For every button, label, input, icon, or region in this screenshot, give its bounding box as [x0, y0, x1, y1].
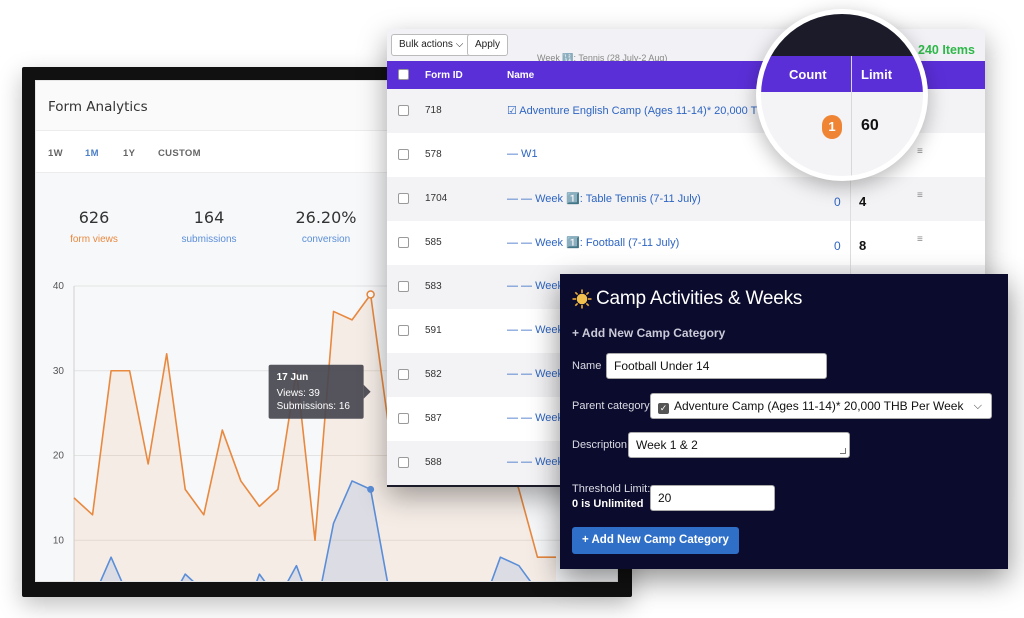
limit-value: 60: [861, 117, 879, 134]
threshold-label: Threshold Limit:: [572, 483, 651, 495]
category-name-link[interactable]: — — Week 1️⃣: Table Tennis (7-11 July): [507, 193, 701, 205]
parent-category-label: Parent category: [572, 400, 650, 412]
name-label: Name: [572, 360, 602, 372]
bulk-actions-select[interactable]: Bulk actions ⌵: [391, 34, 472, 56]
select-all-checkbox[interactable]: [398, 69, 409, 80]
tooltip-views: Views: 39: [277, 388, 321, 399]
hover-point-views: [366, 290, 375, 299]
row-checkbox[interactable]: [398, 193, 409, 204]
description-value: Week 1 & 2: [636, 438, 698, 452]
analytics-title: Form Analytics: [48, 99, 148, 115]
stat-conversion-label: conversion: [301, 234, 351, 245]
form-id-cell: 588: [425, 457, 442, 468]
camp-activities-panel: Camp Activities & Weeks + Add New Camp C…: [560, 274, 1008, 569]
category-name-link[interactable]: — — Week: [507, 324, 564, 336]
sun-icon: [572, 289, 592, 309]
threshold-hint: 0 is Unlimited: [572, 498, 644, 510]
count-badge: 1: [822, 115, 842, 139]
parent-category-select[interactable]: ✓ Adventure Camp (Ages 11-14)* 20,000 THB…: [650, 393, 992, 419]
magnifier-toolbar-area: [761, 14, 923, 56]
row-checkbox[interactable]: [398, 457, 409, 468]
y-tick-label: 10: [53, 535, 65, 546]
range-custom[interactable]: CUSTOM: [158, 148, 201, 159]
resize-handle[interactable]: [840, 448, 846, 454]
col-name[interactable]: Name: [507, 70, 535, 81]
threshold-input[interactable]: 20: [650, 485, 775, 511]
drag-handle-icon[interactable]: ≡: [917, 190, 923, 201]
hover-point-submissions: [367, 485, 375, 493]
category-name-link[interactable]: — — Week: [507, 368, 564, 380]
drag-handle-icon[interactable]: ≡: [917, 234, 923, 245]
scrolled-row-ghost: Week 🔢: Tennis (28 July-2 Aug): [537, 53, 668, 63]
row-checkbox[interactable]: [398, 237, 409, 248]
description-label: Description: [572, 439, 628, 451]
magnifier-divider: [851, 56, 852, 176]
form-id-cell: 578: [425, 149, 442, 160]
checkbox-icon: ✓: [658, 403, 669, 414]
category-name-link[interactable]: — — Week 1️⃣: Football (7-11 July): [507, 237, 680, 249]
analytics-chart[interactable]: 01020304001 Jun05 Jun09 Jun13 Jun17 Jun2…: [36, 173, 618, 582]
tooltip-submissions: Submissions: 16: [277, 401, 351, 412]
bulk-actions-label: Bulk actions: [399, 39, 453, 50]
add-camp-category-link[interactable]: + Add New Camp Category: [572, 326, 726, 340]
row-checkbox[interactable]: [398, 325, 409, 336]
magnifier-body: [761, 92, 923, 176]
chevron-down-icon: ⌵: [973, 400, 982, 412]
form-id-cell: 587: [425, 413, 442, 424]
table-row[interactable]: 1704 — — Week 1️⃣: Table Tennis (7-11 Jul…: [387, 177, 985, 221]
count-cell: 0: [834, 239, 841, 253]
series-area-views: [74, 294, 556, 581]
stat-views-value: 626: [78, 208, 110, 227]
camp-title: Camp Activities & Weeks: [596, 288, 803, 309]
row-checkbox[interactable]: [398, 413, 409, 424]
category-name-link[interactable]: — — Week: [507, 280, 564, 292]
limit-header: Limit: [861, 67, 893, 82]
stat-submissions-value: 164: [193, 208, 225, 227]
row-checkbox[interactable]: [398, 369, 409, 380]
parent-category-value: Adventure Camp (Ages 11-14)* 20,000 THB …: [674, 399, 964, 413]
range-1w[interactable]: 1W: [48, 148, 63, 159]
chart-tooltip: [268, 364, 364, 419]
count-cell: 0: [834, 195, 841, 209]
form-id-cell: 591: [425, 325, 442, 336]
count-header: Count: [789, 67, 827, 82]
limit-cell: 4: [859, 194, 867, 209]
magnifier-header: Count Limit: [761, 56, 923, 92]
table-row[interactable]: 585 — — Week 1️⃣: Football (7-11 July) 0 8 ≡: [387, 221, 985, 265]
stat-submissions-label: submissions: [181, 234, 237, 245]
form-id-cell: 718: [425, 105, 442, 116]
category-name-link[interactable]: — — Week: [507, 456, 564, 468]
y-tick-label: 30: [53, 366, 65, 377]
form-id-cell: 1704: [425, 193, 448, 204]
range-1y[interactable]: 1Y: [123, 148, 136, 159]
row-checkbox[interactable]: [398, 149, 409, 160]
name-input[interactable]: Football Under 14: [606, 353, 827, 379]
apply-button[interactable]: Apply: [467, 34, 509, 56]
category-name-link[interactable]: ☑ Adventure English Camp (Ages 11-14)* 2…: [507, 105, 824, 117]
col-form-id[interactable]: Form ID: [425, 70, 463, 81]
add-camp-category-button[interactable]: + Add New Camp Category: [572, 527, 739, 554]
category-name-link[interactable]: — W1: [507, 148, 538, 160]
form-id-cell: 582: [425, 369, 442, 380]
items-count: 240 Items: [918, 43, 975, 57]
y-tick-label: 40: [53, 281, 65, 292]
row-checkbox[interactable]: [398, 105, 409, 116]
limit-cell: 8: [859, 238, 867, 253]
count-limit-magnifier: Count Limit 1 60: [756, 9, 928, 181]
tooltip-caret: [363, 384, 371, 399]
form-id-cell: 585: [425, 237, 442, 248]
y-tick-label: 20: [53, 451, 65, 462]
category-name-link[interactable]: — — Week: [507, 412, 564, 424]
stat-conversion-value: 26.20%: [295, 208, 357, 227]
stat-views-label: form views: [70, 234, 118, 245]
range-1m[interactable]: 1M: [85, 148, 99, 159]
description-textarea[interactable]: Week 1 & 2: [628, 432, 850, 458]
row-checkbox[interactable]: [398, 281, 409, 292]
form-id-cell: 583: [425, 281, 442, 292]
chevron-down-icon: ⌵: [455, 39, 464, 50]
tooltip-date: 17 Jun: [277, 372, 309, 383]
